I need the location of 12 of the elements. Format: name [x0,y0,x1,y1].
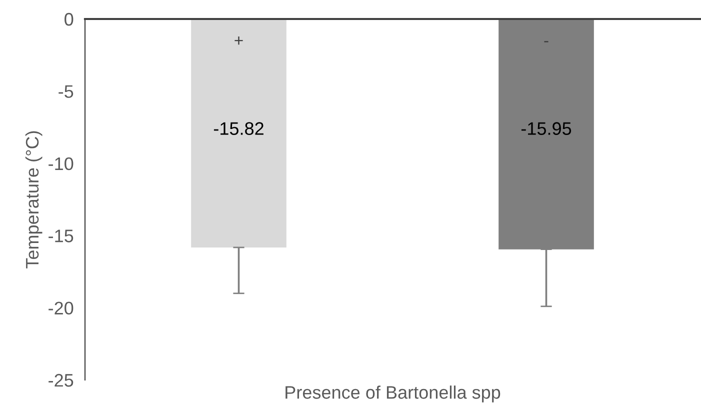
y-tick-label: -15 [48,230,74,242]
data-label: -15.82 [214,122,264,135]
y-tick-label: 0 [64,12,74,26]
y-axis-title: Temperature (°C) [25,131,42,268]
data-label: -15.95 [521,122,572,135]
x-tick-label: + [234,36,243,45]
y-tick-label: -20 [48,302,74,315]
x-tick-label: - [544,41,548,42]
y-tick-label: -25 [48,374,74,387]
y-tick-label: -5 [58,85,74,98]
y-tick-label: -10 [48,157,74,170]
x-axis-title: Presence of Bartonella spp [286,386,500,402]
